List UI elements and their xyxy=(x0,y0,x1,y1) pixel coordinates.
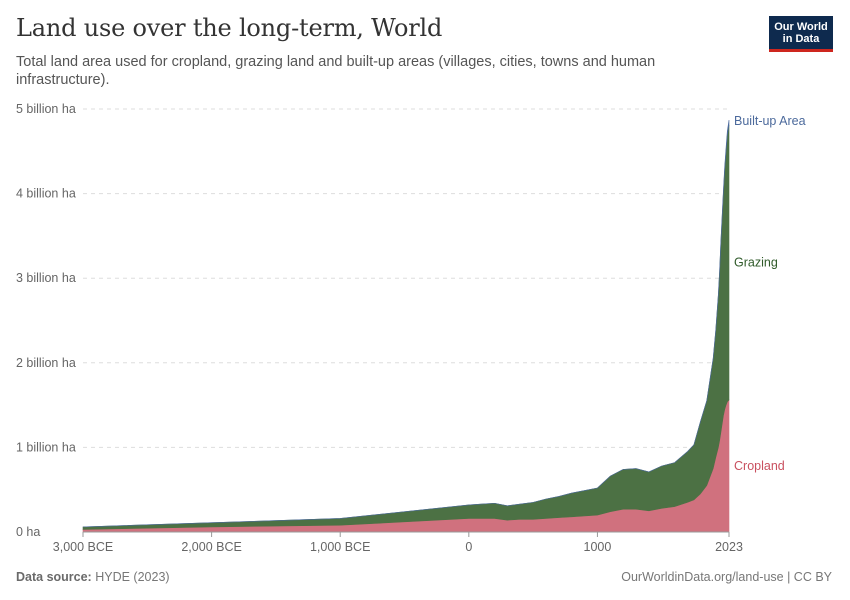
x-tick-label-0: 3,000 BCE xyxy=(53,540,113,554)
y-tick-label-1: 1 billion ha xyxy=(16,440,76,454)
legend-label-cropland: Cropland xyxy=(734,459,785,473)
x-tick-label-1: 2,000 BCE xyxy=(181,540,241,554)
x-tick-label-2: 1,000 BCE xyxy=(310,540,370,554)
data-source: Data source: HYDE (2023) xyxy=(16,570,170,584)
legend-label-built-up-area: Built-up Area xyxy=(734,114,806,128)
x-tick-label-5: 2023 xyxy=(715,540,743,554)
owid-logo[interactable]: Our World in Data xyxy=(769,16,833,52)
chart-subtitle: Total land area used for cropland, grazi… xyxy=(16,54,656,88)
legend-label-grazing: Grazing xyxy=(734,256,778,270)
y-tick-label-4: 4 billion ha xyxy=(16,187,76,201)
area-built-up-area xyxy=(82,119,730,528)
x-tick-label-3: 0 xyxy=(465,540,472,554)
chart-title: Land use over the long-term, World xyxy=(16,14,443,42)
y-tick-label-5: 5 billion ha xyxy=(16,102,76,116)
y-tick-label-2: 2 billion ha xyxy=(16,356,76,370)
data-source-value[interactable]: HYDE (2023) xyxy=(95,570,170,584)
y-tick-label-0: 0 ha xyxy=(16,525,40,539)
y-tick-label-3: 3 billion ha xyxy=(16,271,76,285)
logo-line-1: Our World xyxy=(774,21,828,33)
x-tick-label-4: 1000 xyxy=(584,540,612,554)
logo-line-2: in Data xyxy=(782,33,820,45)
data-source-label: Data source: xyxy=(16,570,92,584)
credit-link[interactable]: OurWorldinData.org/land-use | CC BY xyxy=(621,570,832,584)
